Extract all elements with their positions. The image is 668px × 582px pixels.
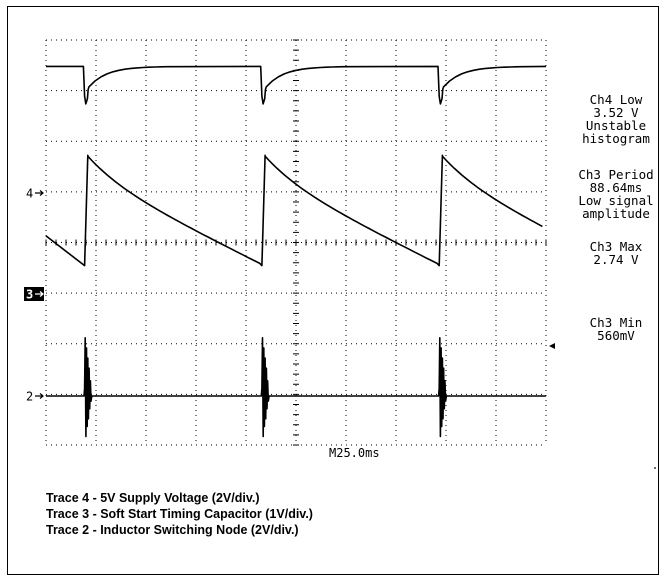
channel-markers: 4 3 2 (24, 187, 656, 469)
traces (45, 65, 547, 438)
measurement-line: Ch4 Low (589, 92, 643, 107)
measurement-line: Ch3 Min (589, 315, 643, 330)
measurement-line: histogram (582, 131, 650, 146)
trace-caption: Trace 4 - 5V Supply Voltage (2V/div.) Tr… (46, 490, 313, 538)
measurement-ch3-min: Ch3 Min 560mV (570, 316, 662, 342)
caption-trace-2: Trace 2 - Inductor Switching Node (2V/di… (46, 523, 299, 537)
trace-2-line (46, 337, 546, 438)
trigger-level-icon (549, 343, 555, 349)
measurement-line: Ch3 Max (589, 239, 643, 254)
measurement-line: Ch3 Period (578, 167, 654, 182)
trace-3-line (45, 154, 543, 267)
measurement-line: Unstable (585, 118, 647, 133)
ch4-marker: 4 (26, 187, 44, 201)
trace-4-line (46, 65, 547, 105)
ch2-marker: 2 (26, 390, 44, 404)
caption-trace-3: Trace 3 - Soft Start Timing Capacitor (1… (46, 507, 313, 521)
timebase-label: M25.0ms (329, 446, 380, 460)
svg-text:2: 2 (26, 390, 33, 404)
svg-text:3: 3 (26, 288, 33, 302)
caption-trace-4: Trace 4 - 5V Supply Voltage (2V/div.) (46, 491, 260, 505)
measurement-ch3-max: Ch3 Max 2.74 V (570, 240, 662, 266)
graticule (45, 39, 547, 446)
measurement-ch3-period: Ch3 Period 88.64ms Low signal amplitude (570, 168, 662, 220)
svg-text:4: 4 (26, 187, 33, 201)
stray-dot (654, 467, 656, 469)
measurement-line: 3.52 V (593, 105, 639, 120)
measurement-line: Low signal (578, 193, 654, 208)
measurement-line: 560mV (597, 328, 635, 343)
measurement-ch4-low: Ch4 Low 3.52 V Unstable histogram (570, 93, 662, 145)
measurement-line: amplitude (582, 206, 650, 221)
measurement-line: 2.74 V (593, 252, 639, 267)
figure-frame (7, 6, 659, 575)
ch3-marker: 3 (24, 287, 44, 302)
measurement-line: 88.64ms (589, 180, 643, 195)
